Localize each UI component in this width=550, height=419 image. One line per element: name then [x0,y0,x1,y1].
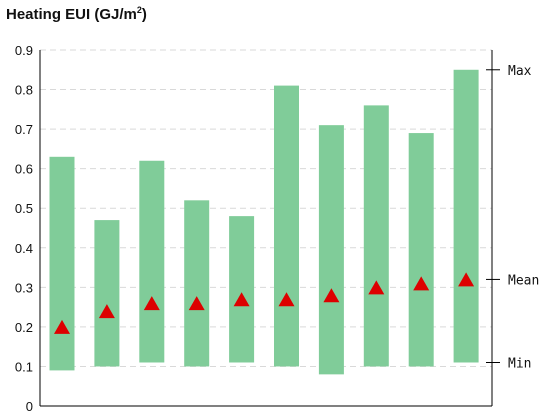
y-tick-label: 0.6 [15,162,33,177]
y-tick-label: 0.7 [15,122,33,137]
y-tick-label: 0.2 [15,320,33,335]
legend-label: Mean [508,273,539,288]
range-bar [408,133,434,367]
mean-marker [458,272,475,287]
y-tick-label: 0.8 [15,83,33,98]
y-tick-label: 0 [26,399,33,414]
range-bar [274,85,299,367]
range-bar [453,69,479,363]
axes: 0 0.1 0.2 0.3 0.4 0.5 0.6 0.7 0.8 0.9 [15,43,493,414]
y-tick-label: 0.1 [15,359,33,374]
legend: Max Mean Min [486,64,539,371]
chart-title-suffix: ) [141,6,147,23]
y-tick-label: 0.4 [15,241,33,256]
mean-marker [98,304,115,319]
range-bar [184,200,210,367]
range-bar [318,125,344,375]
y-tick-label: 0.3 [15,280,33,295]
range-bar [363,105,389,367]
mean-marker [143,296,160,311]
chart-title-text: Heating EUI (GJ/m [6,6,137,23]
mean-markers [54,272,475,334]
y-tick-label: 0.5 [15,201,33,216]
legend-label: Min [508,356,531,371]
range-bar [139,160,165,363]
chart-title-superscript: 2 [136,5,142,15]
mean-marker [188,296,205,311]
mean-marker [278,292,295,307]
mean-marker [54,319,70,334]
range-bar [94,220,120,367]
mean-marker [368,280,385,295]
y-tick-label: 0.9 [15,43,33,58]
mean-marker [413,276,430,291]
range-bar [229,216,255,363]
mean-marker [233,292,250,307]
range-bar [49,156,75,371]
mean-marker [323,288,340,303]
range-bars [49,69,479,375]
legend-label: Max [508,64,532,79]
chart-title: Heating EUI (GJ/m2) [6,5,147,23]
